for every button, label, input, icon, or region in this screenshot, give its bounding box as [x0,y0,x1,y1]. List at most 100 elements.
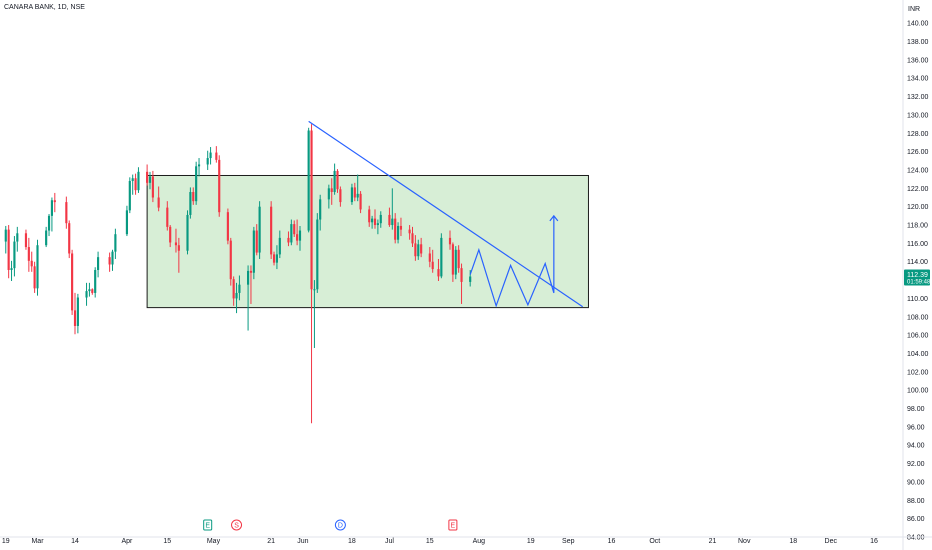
price-tick-label: 138.00 [907,39,929,46]
price-tick-label: 108.00 [907,314,929,321]
candle [359,191,362,214]
candle [24,229,28,250]
candle [108,252,111,272]
candle [307,127,310,233]
range-box[interactable] [146,174,589,309]
candle [157,186,160,212]
candle [391,188,394,230]
candle [91,288,94,295]
candle [10,260,13,282]
event-marker[interactable]: E [203,519,213,531]
candle-body [327,188,330,200]
time-tick-label: Jun [297,538,308,545]
candle [275,245,279,270]
candle-body [238,284,241,293]
candle [125,205,129,237]
time-tick-label: 16 [870,538,878,545]
candle-body [209,152,212,159]
candle [146,164,149,186]
candle-body [151,176,154,198]
event-marker[interactable]: E [448,519,458,531]
candle [229,237,232,286]
candle-body [313,289,316,291]
candle-body [272,254,276,263]
candle [313,280,316,348]
candle-body [339,189,342,203]
time-axis[interactable]: 19 Mar 14 Apr 15 May 21 Jun 18 Jul 15 Aug 19 Sep 16 Oct… [0,536,932,545]
candle [376,219,379,235]
candle-body [457,249,460,269]
price-axis[interactable]: 84.00 86.00 88.00 90.00 92.00 94.00 96.00 98.00… [902,0,931,550]
candle [310,124,313,424]
candle-body [290,224,293,243]
candle-body [218,159,221,213]
candle [437,258,440,282]
candle [47,214,51,237]
candle [255,224,258,256]
candle-body [460,268,463,282]
time-tick-label: 19 [2,538,10,545]
candle [469,269,472,287]
candle-body [65,202,68,224]
candle [296,219,299,246]
price-tick-label: 118.00 [907,223,928,230]
last-price-value: 112.39 [907,272,928,279]
candle-body [469,276,472,282]
candle-body [235,292,238,299]
candle-body [71,253,74,311]
candle-body [157,197,160,208]
price-tick-label: 136.00 [907,57,929,64]
event-marker-label: E [451,523,456,530]
candle-body [76,297,79,326]
candle-body [111,251,114,265]
candle [368,205,371,227]
candle [65,196,68,229]
price-tick-label: 110.00 [907,296,928,303]
event-marker[interactable]: S [231,519,243,531]
candle [379,211,382,228]
candle [76,293,79,334]
price-tick-label: 94.00 [907,443,925,450]
candle [131,174,134,195]
time-tick-label: Sep [562,538,575,545]
candle [197,158,201,177]
candle [411,226,414,248]
candle-body [108,257,111,265]
candle [151,170,154,203]
candle-body [454,249,457,275]
candle-body [91,289,94,293]
candle [50,197,54,232]
price-tick-label: 102.00 [907,369,929,376]
event-marker-label: E [205,523,210,530]
candle [96,251,100,278]
candle-body [359,193,362,210]
candle-body [73,310,77,326]
earnings-icon [203,519,213,531]
candle [353,182,356,202]
candle-body [298,230,302,241]
bar-countdown: 01:59:48 [907,280,931,286]
candle-body [440,237,443,277]
candle [134,173,137,195]
price-tick-label: 92.00 [907,461,925,468]
candle [272,251,276,266]
time-tick-label: Dec [825,538,838,545]
candle-body [350,187,354,203]
candle [226,208,229,245]
candle [73,292,77,335]
candle [232,276,235,306]
projection-path[interactable] [469,215,555,308]
time-tick-label: 19 [527,538,535,545]
candle [13,236,16,277]
candle-body [189,192,192,215]
event-marker[interactable]: D [334,519,346,531]
time-tick-label: 21 [267,538,275,545]
candle [215,146,218,163]
trendline[interactable] [308,120,584,308]
candle [448,230,452,250]
candle-body [45,230,48,246]
price-tick-label: 90.00 [907,479,925,486]
candle-body [96,257,100,270]
